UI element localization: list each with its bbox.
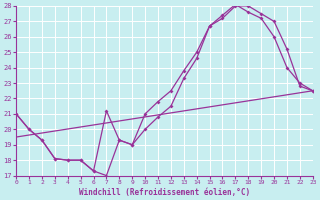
X-axis label: Windchill (Refroidissement éolien,°C): Windchill (Refroidissement éolien,°C) [79, 188, 250, 197]
